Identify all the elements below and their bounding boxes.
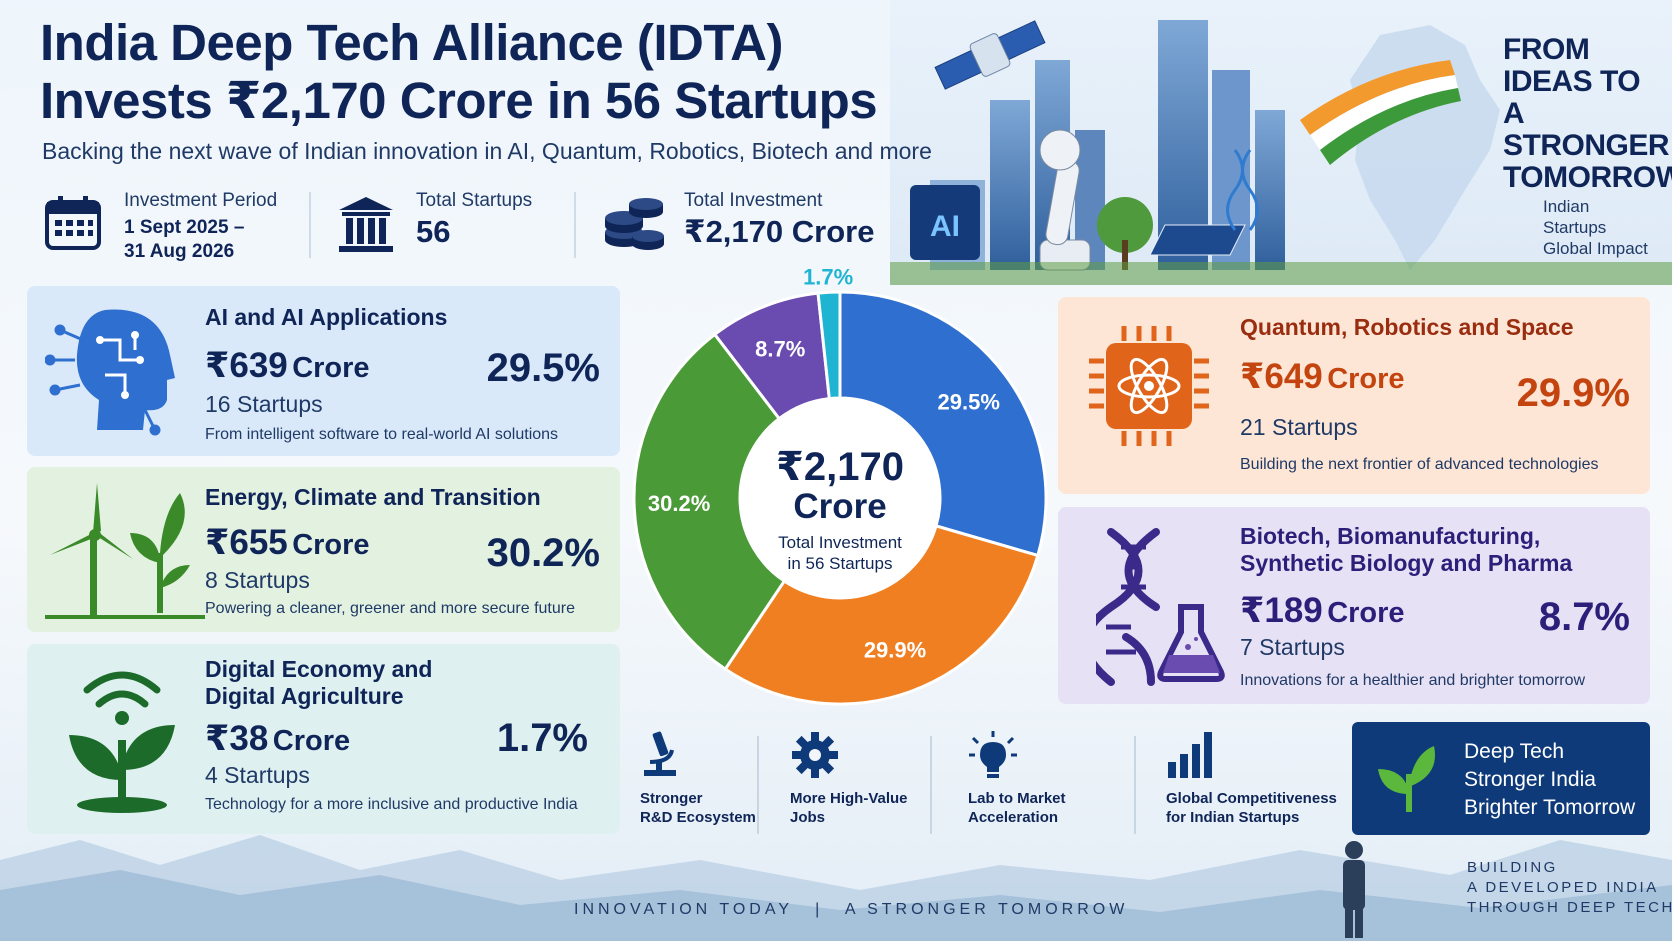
ai-head-icon [45, 309, 175, 436]
donut-hole [740, 398, 940, 598]
divider [574, 192, 576, 258]
hero-illustration: AI [890, 0, 1672, 285]
dna-icon [1226, 149, 1259, 231]
building-icon [339, 197, 393, 252]
satellite-icon [934, 20, 1046, 90]
page-subtitle: Backing the next wave of Indian innovati… [42, 138, 932, 164]
footer-tagline: INNOVATION TODAY | A STRONGER TOMORROW [574, 901, 1129, 918]
divider [1134, 736, 1136, 834]
deep-tech-banner: Deep Tech Stronger India Brighter Tomorr… [1352, 722, 1650, 835]
microscope-icon [644, 731, 676, 776]
divider [309, 192, 311, 258]
hero-subtext: Indian Startups Global Impact [1543, 197, 1648, 258]
benefit-rd-ecosystem: Stronger R&D Ecosystem [640, 730, 756, 827]
lightbulb-icon [969, 731, 1017, 778]
wifi-sprout-icon [69, 671, 175, 813]
sector-card-digital: Digital Economy and Digital Agriculture … [27, 644, 620, 834]
donut-center-text: ₹2,170 Crore Total Investment in 56 Star… [740, 446, 940, 574]
divider [757, 736, 759, 834]
donut-slice-label: 29.5% [938, 389, 1000, 414]
person-silhouette [1343, 841, 1365, 938]
wind-turbine-plant-icon [45, 483, 205, 619]
donut-center-unit: Crore [793, 487, 887, 526]
donut-slice-label: 1.7% [803, 268, 853, 289]
page-title: India Deep Tech Alliance (IDTA) Invests … [40, 14, 878, 129]
sector-card-energy: Energy, Climate and Transition ₹655 Cror… [27, 467, 620, 632]
sector-card-biotech: Biotech, Biomanufacturing, Synthetic Bio… [1058, 507, 1650, 704]
donut-slice-label: 29.9% [864, 637, 926, 662]
calendar-icon [45, 196, 101, 250]
ai-chip-label: AI [930, 210, 960, 243]
hero-tagline: FROM IDEAS TO A STRONGER TOMORROW [1503, 33, 1672, 194]
donut-center-caption-2: in 56 Startups [787, 554, 893, 573]
divider [930, 736, 932, 834]
sector-card-quantum: Quantum, Robotics and Space ₹649 Crore 2… [1058, 297, 1650, 494]
dna-flask-icon [1096, 528, 1225, 686]
donut-center-amount: ₹2,170 [776, 445, 904, 489]
quantum-chip-icon [1089, 326, 1209, 446]
donut-slice-label: 30.2% [648, 491, 710, 516]
sprout-icon [1378, 746, 1436, 812]
solar-panel-icon [1149, 224, 1246, 256]
benefit-global-competitiveness: Global Competitiveness for Indian Startu… [1166, 730, 1337, 827]
donut-svg: 29.5% 29.9% 30.2% 8.7% 1.7% [632, 264, 1048, 706]
mountain-landscape [0, 820, 1672, 941]
coins-icon [605, 198, 664, 250]
investment-donut-chart: 29.5% 29.9% 30.2% 8.7% 1.7% ₹2,170 Crore Tot… [630, 264, 1050, 708]
benefit-high-value-jobs: More High-Value Jobs [790, 730, 908, 827]
donut-slice-label: 8.7% [755, 336, 805, 361]
benefit-lab-to-market: Lab to Market Acceleration [968, 730, 1066, 827]
bar-chart-icon [1168, 732, 1212, 778]
footer-statement: BUILDING A DEVELOPED INDIA THROUGH DEEP … [1467, 859, 1672, 916]
sector-card-ai: AI and AI Applications ₹639 Crore 29.5% … [27, 286, 620, 456]
donut-center-caption: Total Investment [778, 533, 902, 552]
gear-icon [792, 732, 838, 778]
